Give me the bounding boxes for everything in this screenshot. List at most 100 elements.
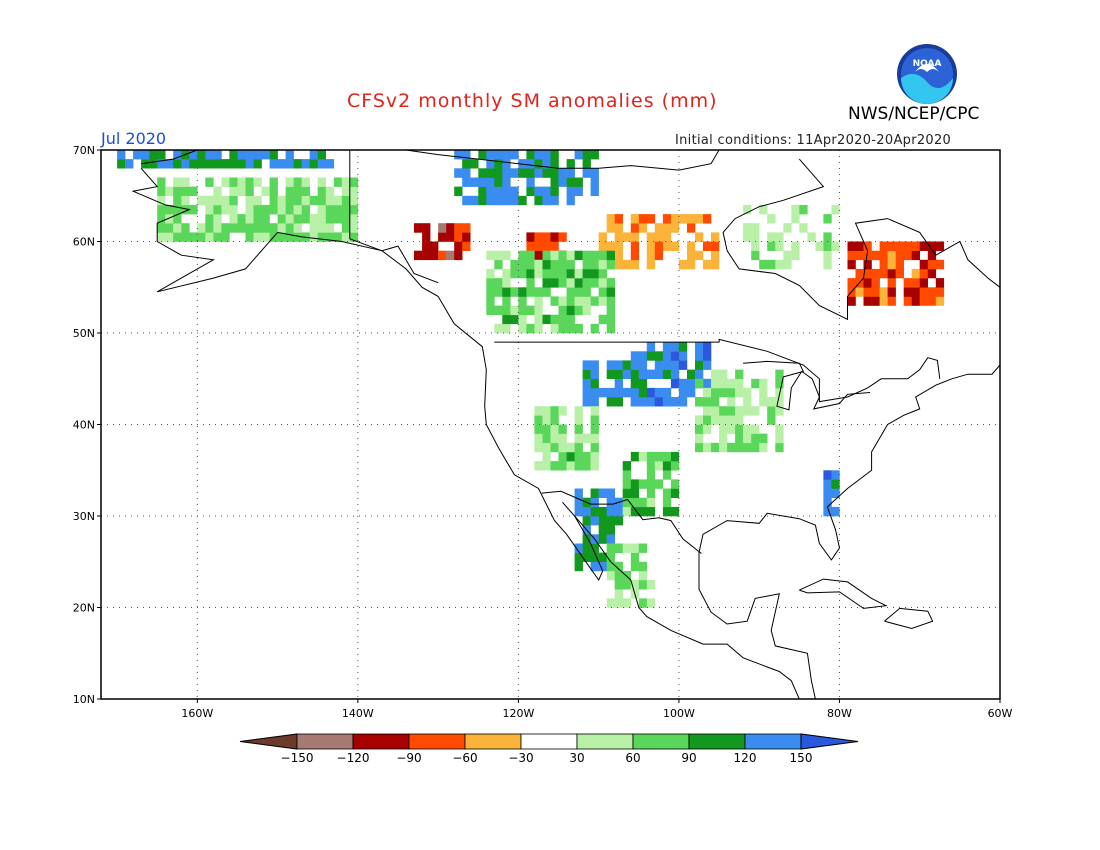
anomaly-cell bbox=[574, 177, 583, 187]
anomaly-cell bbox=[719, 433, 728, 444]
anomaly-cell bbox=[157, 159, 166, 169]
anomaly-cell bbox=[574, 433, 583, 444]
anomaly-cell bbox=[590, 406, 599, 416]
anomaly-cell bbox=[486, 177, 495, 187]
anomaly-cell bbox=[767, 397, 776, 407]
anomaly-cell bbox=[454, 241, 463, 251]
anomaly-cell bbox=[189, 150, 198, 160]
anomaly-cell bbox=[486, 168, 495, 178]
anomaly-cell bbox=[614, 369, 623, 379]
anomaly-cell bbox=[542, 442, 551, 453]
anomaly-cell bbox=[751, 442, 760, 453]
anomaly-cell bbox=[630, 580, 640, 590]
anomaly-cell bbox=[895, 268, 904, 279]
anomaly-cell bbox=[189, 204, 198, 215]
anomaly-cell bbox=[502, 250, 511, 261]
anomaly-cell bbox=[735, 424, 744, 434]
anomaly-cell bbox=[454, 150, 463, 160]
anomaly-region bbox=[606, 543, 656, 608]
anomaly-cell bbox=[197, 150, 206, 160]
anomaly-cell bbox=[221, 232, 230, 242]
anomaly-cell bbox=[558, 451, 567, 462]
anomaly-cell bbox=[879, 259, 888, 270]
anomaly-cell bbox=[309, 214, 318, 224]
anomaly-cell bbox=[630, 397, 640, 407]
anomaly-cell bbox=[574, 543, 583, 553]
anomaly-cell bbox=[654, 369, 664, 379]
anomaly-cell bbox=[831, 470, 840, 480]
anomaly-cell bbox=[117, 159, 126, 169]
anomaly-cell bbox=[598, 287, 607, 297]
anomaly-cell bbox=[919, 278, 928, 288]
anomaly-cell bbox=[550, 250, 559, 261]
anomaly-cell bbox=[775, 259, 784, 270]
anomaly-cell bbox=[911, 296, 920, 306]
anomaly-cell bbox=[534, 323, 543, 334]
anomaly-cell bbox=[309, 232, 318, 242]
organization-label: NWS/NCEP/CPC bbox=[848, 104, 980, 124]
anomaly-cell bbox=[181, 195, 190, 206]
anomaly-cell bbox=[759, 259, 768, 270]
anomaly-cell bbox=[534, 461, 543, 471]
anomaly-cell bbox=[743, 424, 752, 434]
anomaly-cell bbox=[911, 250, 920, 261]
anomaly-cell bbox=[638, 497, 648, 508]
anomaly-cell bbox=[711, 442, 720, 453]
anomaly-cell bbox=[542, 268, 551, 279]
anomaly-cell bbox=[173, 195, 182, 206]
anomaly-cell bbox=[743, 223, 752, 233]
anomaly-cell bbox=[662, 232, 672, 242]
anomaly-cell bbox=[510, 287, 519, 297]
anomaly-cell bbox=[253, 214, 262, 224]
anomaly-cell bbox=[582, 378, 591, 389]
anomaly-cell bbox=[285, 223, 294, 233]
anomaly-cell bbox=[470, 159, 479, 169]
anomaly-cell bbox=[703, 406, 712, 416]
anomaly-cell bbox=[606, 534, 615, 544]
anomaly-cell bbox=[695, 378, 704, 389]
anomaly-cell bbox=[341, 177, 351, 187]
lon-tick-label: 100W bbox=[663, 707, 695, 720]
anomaly-cell bbox=[558, 305, 567, 316]
anomaly-cell bbox=[654, 387, 664, 398]
anomaly-cell bbox=[863, 241, 872, 251]
anomaly-cell bbox=[799, 223, 808, 233]
anomaly-cell bbox=[165, 186, 174, 196]
anomaly-cell bbox=[454, 232, 463, 242]
anomaly-cell bbox=[317, 195, 326, 206]
anomaly-cell bbox=[687, 387, 696, 398]
anomaly-cell bbox=[630, 561, 640, 572]
anomaly-cell bbox=[678, 360, 688, 370]
anomaly-cell bbox=[574, 150, 583, 160]
anomaly-cell bbox=[550, 241, 559, 251]
canada-north-coastline bbox=[405, 149, 720, 171]
anomaly-region bbox=[117, 150, 335, 169]
anomaly-cell bbox=[606, 561, 615, 572]
anomaly-cell bbox=[775, 406, 784, 416]
anomaly-cell bbox=[277, 223, 286, 233]
anomaly-cell bbox=[847, 296, 856, 306]
anomaly-cell bbox=[751, 406, 760, 416]
anomaly-cell bbox=[919, 287, 928, 297]
anomaly-cell bbox=[446, 223, 455, 233]
anomaly-cell bbox=[550, 195, 559, 206]
anomaly-cell bbox=[759, 387, 768, 398]
anomaly-cell bbox=[887, 259, 896, 270]
anomaly-cell bbox=[622, 232, 631, 242]
anomaly-cell bbox=[630, 378, 640, 389]
anomaly-cell bbox=[879, 241, 888, 251]
anomaly-cell bbox=[494, 287, 503, 297]
anomaly-cell bbox=[349, 214, 359, 224]
anomaly-cell bbox=[590, 488, 599, 498]
anomaly-cell bbox=[630, 360, 640, 370]
anomaly-cell bbox=[566, 296, 575, 306]
anomaly-cell bbox=[751, 250, 760, 261]
lat-tick-label: 40N bbox=[73, 419, 95, 432]
anomaly-cell bbox=[598, 506, 607, 517]
anomaly-cell bbox=[582, 433, 591, 444]
anomaly-cell bbox=[646, 232, 656, 242]
anomaly-cell bbox=[767, 259, 776, 270]
anomaly-cell bbox=[574, 552, 583, 562]
anomaly-cell bbox=[526, 250, 535, 261]
anomaly-cell bbox=[213, 150, 222, 160]
